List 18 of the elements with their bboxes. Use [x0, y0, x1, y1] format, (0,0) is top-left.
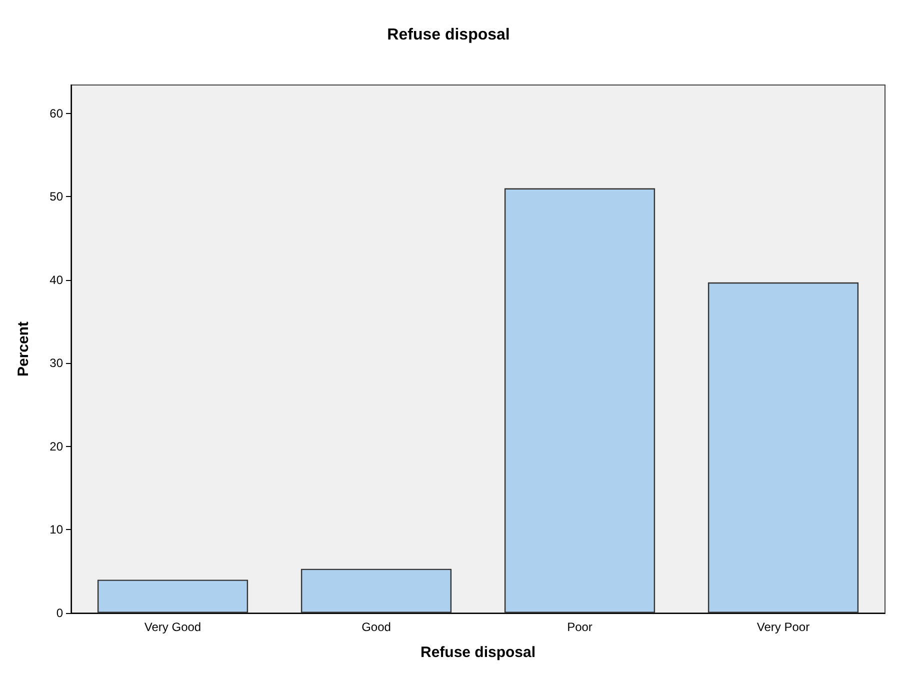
x-tick-label: Very Poor	[756, 620, 810, 634]
x-tick-label: Good	[362, 620, 391, 634]
y-tick-label: 10	[50, 522, 64, 537]
bar	[708, 282, 859, 613]
chart-title: Refuse disposal	[387, 26, 510, 44]
y-tick-label: 50	[50, 190, 64, 204]
y-tick-label: 0	[56, 606, 64, 620]
y-tick-label: 20	[50, 439, 64, 454]
x-axis-title: Refuse disposal	[420, 644, 536, 661]
y-axis-title: Percent	[15, 321, 32, 377]
x-tick-label: Poor	[567, 620, 592, 634]
bar	[97, 580, 248, 613]
bar	[504, 188, 656, 613]
bar	[300, 568, 452, 613]
x-tick-label: Very Good	[144, 620, 202, 634]
y-tick-label: 30	[50, 356, 64, 370]
y-tick-label: 40	[50, 272, 64, 287]
y-tick-label: 60	[50, 106, 64, 120]
